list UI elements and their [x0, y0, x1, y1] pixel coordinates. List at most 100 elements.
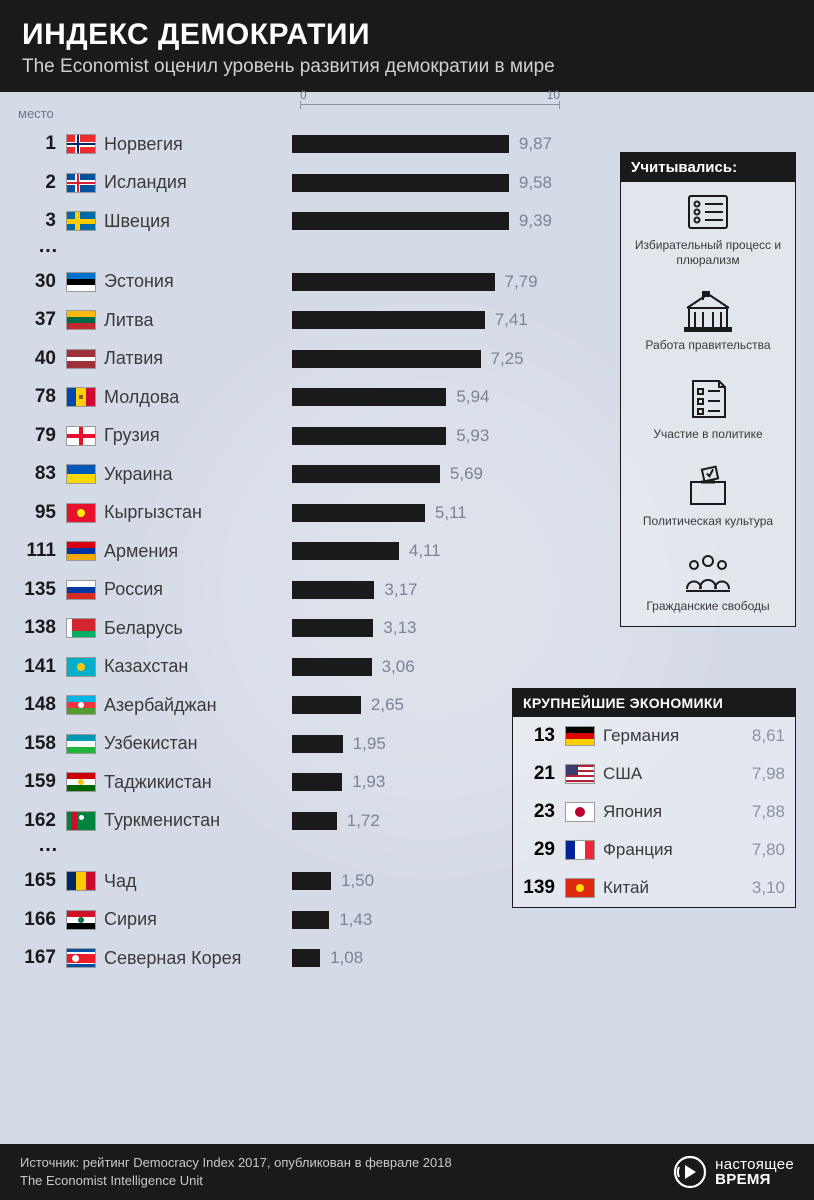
- bar: [292, 581, 374, 599]
- criterion: Работа правительства: [621, 280, 795, 365]
- bar-area: 3,17: [292, 580, 552, 600]
- bar-area: 9,87: [292, 134, 552, 154]
- criterion-label: Политическая культура: [627, 514, 789, 529]
- flag-icon: [66, 349, 96, 369]
- page-subtitle: The Economist оценил уровень развития де…: [22, 56, 792, 78]
- people-icon: [627, 551, 789, 593]
- bar-value: 1,95: [353, 734, 386, 754]
- sidebar-title: Учитывались:: [621, 153, 795, 182]
- bar-value: 5,94: [456, 387, 489, 407]
- economies-title: КРУПНЕЙШИЕ ЭКОНОМИКИ: [513, 689, 795, 717]
- rank-value: 37: [18, 309, 62, 331]
- bar-value: 1,72: [347, 811, 380, 831]
- bar-value: 5,93: [456, 426, 489, 446]
- country-name: Армения: [104, 541, 292, 562]
- country-name: Норвегия: [104, 134, 292, 155]
- axis-max-label: 10: [547, 88, 560, 102]
- flag-icon: [66, 618, 96, 638]
- criterion-label: Избирательный процесс и плюрализм: [627, 238, 789, 268]
- bar-value: 1,08: [330, 948, 363, 968]
- economy-row: 29 Франция 7,80: [513, 831, 795, 869]
- flag-icon: [66, 657, 96, 677]
- bar: [292, 350, 481, 368]
- bar: [292, 812, 337, 830]
- ballot-icon: [627, 192, 789, 232]
- flag-icon: [66, 811, 96, 831]
- bar: [292, 273, 495, 291]
- country-name: Грузия: [104, 425, 292, 446]
- economy-row: 139 Китай 3,10: [513, 869, 795, 907]
- country-name: Чад: [104, 871, 292, 892]
- bar-value: 1,93: [352, 772, 385, 792]
- bar-value: 2,65: [371, 695, 404, 715]
- bar: [292, 427, 446, 445]
- bar: [292, 735, 343, 753]
- rank-value: 78: [18, 386, 62, 408]
- criterion-label: Работа правительства: [627, 338, 789, 353]
- flag-icon: [66, 541, 96, 561]
- bar-area: 3,06: [292, 657, 552, 677]
- criterion: Гражданские свободы: [621, 541, 795, 626]
- chart-row: 167 Северная Корея 1,08: [18, 939, 796, 978]
- economy-rank: 139: [517, 877, 561, 899]
- country-name: Сирия: [104, 909, 292, 930]
- flag-icon: [565, 840, 595, 860]
- flag-icon: [66, 211, 96, 231]
- bar: [292, 388, 446, 406]
- economy-value: 8,61: [752, 726, 785, 746]
- bar-area: 4,11: [292, 541, 552, 561]
- flag-icon: [565, 764, 595, 784]
- country-name: Северная Корея: [104, 948, 292, 969]
- bar: [292, 696, 361, 714]
- bar-area: 1,43: [292, 910, 552, 930]
- chart-axis: 0 10: [300, 106, 560, 112]
- content-area: место 0 10 1 Норвегия 9,87 2 Исландия 9,…: [0, 92, 814, 978]
- flag-icon: [66, 272, 96, 292]
- bar-value: 5,11: [435, 503, 467, 523]
- country-name: Эстония: [104, 271, 292, 292]
- rank-value: 167: [18, 947, 62, 969]
- flag-icon: [66, 772, 96, 792]
- header: ИНДЕКС ДЕМОКРАТИИ The Economist оценил у…: [0, 0, 814, 92]
- bar-area: 9,58: [292, 173, 552, 193]
- bar-area: 3,13: [292, 618, 552, 638]
- publisher-logo: настоящее ВРЕМЯ: [673, 1155, 794, 1189]
- economy-country: Япония: [603, 802, 752, 822]
- bar: [292, 135, 509, 153]
- economy-country: Китай: [603, 878, 752, 898]
- bar-value: 3,13: [383, 618, 416, 638]
- flag-icon: [66, 580, 96, 600]
- criterion: Избирательный процесс и плюрализм: [621, 182, 795, 280]
- rank-value: 111: [18, 540, 62, 562]
- bar-area: 1,08: [292, 948, 552, 968]
- bar-value: 4,11: [409, 541, 441, 561]
- rank-value: 1: [18, 133, 62, 155]
- criterion-label: Участие в политике: [627, 427, 789, 442]
- rank-value: 159: [18, 771, 62, 793]
- axis-min-label: 0: [300, 88, 307, 102]
- rank-value: 83: [18, 463, 62, 485]
- rank-value: 30: [18, 271, 62, 293]
- country-name: Россия: [104, 579, 292, 600]
- rank-value: 3: [18, 210, 62, 232]
- flag-icon: [66, 910, 96, 930]
- vote-box-icon: [627, 464, 789, 508]
- criterion: Политическая культура: [621, 454, 795, 541]
- bar-value: 7,25: [491, 349, 524, 369]
- flag-icon: [565, 878, 595, 898]
- rank-value: 95: [18, 502, 62, 524]
- country-name: Исландия: [104, 172, 292, 193]
- bar: [292, 311, 485, 329]
- country-name: Беларусь: [104, 618, 292, 639]
- economy-value: 7,98: [752, 764, 785, 784]
- rank-value: 162: [18, 810, 62, 832]
- flag-icon: [66, 464, 96, 484]
- economy-country: Франция: [603, 840, 752, 860]
- rank-value: 148: [18, 694, 62, 716]
- rank-value: 40: [18, 348, 62, 370]
- bar-value: 3,17: [384, 580, 417, 600]
- bar-value: 7,41: [495, 310, 528, 330]
- economies-panel: КРУПНЕЙШИЕ ЭКОНОМИКИ 13 Германия 8,61 21…: [512, 688, 796, 908]
- bar-value: 5,69: [450, 464, 483, 484]
- economy-rank: 29: [517, 839, 561, 861]
